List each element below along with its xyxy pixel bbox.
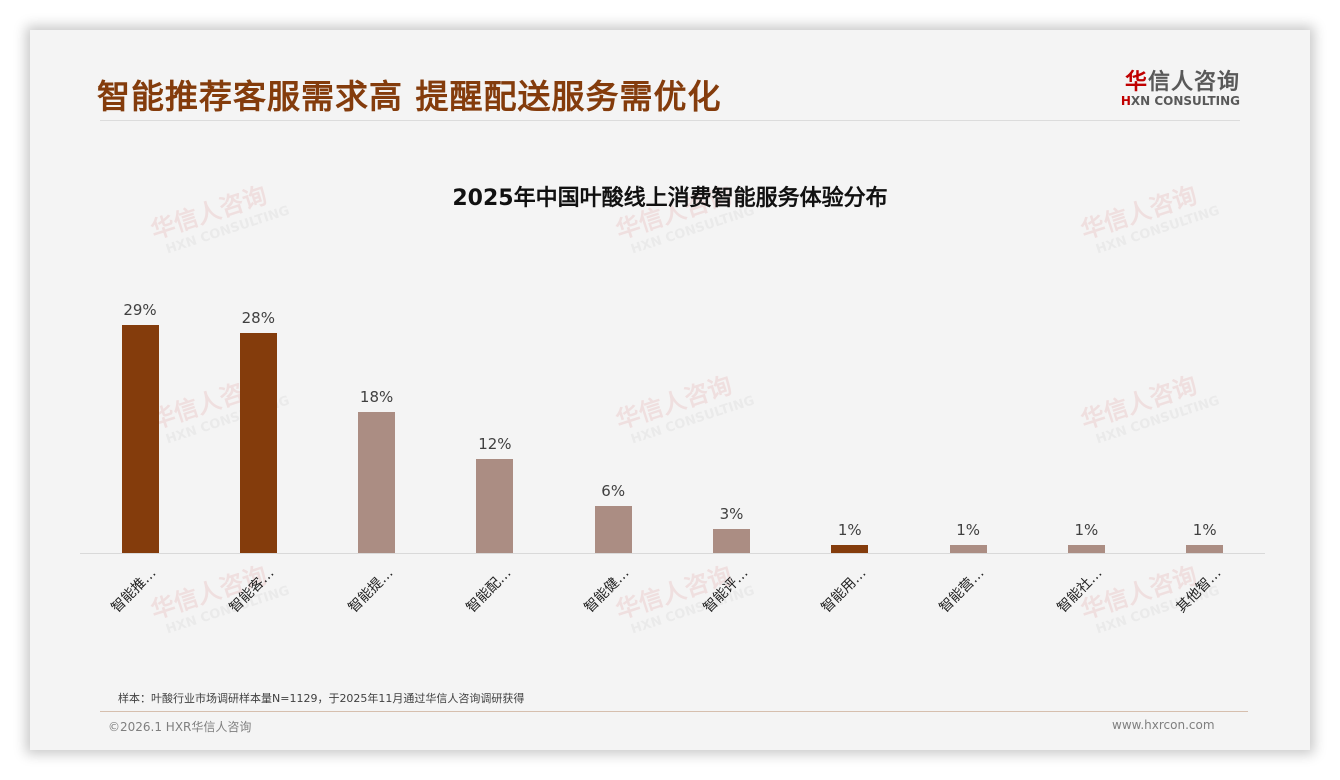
x-tick-label: 智能营…: [936, 565, 988, 617]
slide: 智能推荐客服需求高 提醒配送服务需优化 华信人咨询 HXN CONSULTING…: [30, 30, 1310, 750]
watermark: 华信人咨询 HXN CONSULTING: [1077, 371, 1222, 448]
x-tick-label: 智能健…: [581, 565, 633, 617]
data-label: 1%: [956, 521, 980, 540]
x-tick-label: 智能配…: [463, 565, 515, 617]
x-tick-label: 智能社…: [1054, 565, 1106, 617]
data-label: 12%: [478, 434, 512, 453]
watermark: 华信人咨询 HXN CONSULTING: [612, 561, 757, 638]
bar: [476, 458, 514, 553]
title-divider: [100, 120, 1240, 121]
data-label: 28%: [241, 308, 275, 327]
x-tick-label: 智能客…: [226, 565, 278, 617]
bar: [949, 545, 987, 553]
data-label: 1%: [837, 521, 862, 540]
x-tick-label: 智能推…: [108, 565, 160, 617]
bar: [358, 411, 396, 553]
data-label: 1%: [1074, 521, 1099, 540]
bar: [713, 529, 750, 553]
data-label: 1%: [1192, 521, 1217, 540]
x-tick-label: 智能用…: [818, 565, 870, 617]
bar: [594, 505, 632, 553]
footer-divider: [100, 711, 1248, 712]
data-label: 29%: [123, 301, 157, 320]
x-tick-label: 智能提…: [345, 565, 397, 617]
sample-note: 样本：叶酸行业市场调研样本量N=1129，于2025年11月通过华信人咨询调研获…: [118, 692, 525, 705]
logo-english: HXN CONSULTING: [1120, 94, 1240, 108]
logo-chinese: 华信人咨询: [1124, 70, 1240, 95]
bar: [831, 545, 869, 553]
bar: [121, 325, 159, 553]
x-axis-line: [80, 553, 1265, 554]
website-link[interactable]: www.hxrcon.com: [1112, 718, 1215, 732]
data-label: 3%: [719, 505, 744, 524]
bar: [1067, 545, 1105, 553]
data-label: 18%: [359, 387, 394, 406]
data-label: 6%: [601, 481, 626, 500]
bar: [1186, 545, 1224, 553]
page-title: 智能推荐客服需求高 提醒配送服务需优化: [97, 77, 722, 116]
x-tick-label: 其他智…: [1173, 565, 1225, 617]
copyright: ©2026.1 HXR华信人咨询: [108, 720, 252, 734]
company-logo: 华信人咨询 HXN CONSULTING: [1110, 64, 1240, 108]
watermark: 华信人咨询 HXN CONSULTING: [612, 371, 757, 448]
chart-title: 2025年中国叶酸线上消费智能服务体验分布: [452, 186, 888, 211]
bar: [239, 332, 277, 553]
watermark: 华信人咨询 HXN CONSULTING: [147, 561, 292, 638]
x-tick-label: 智能评…: [700, 565, 751, 617]
